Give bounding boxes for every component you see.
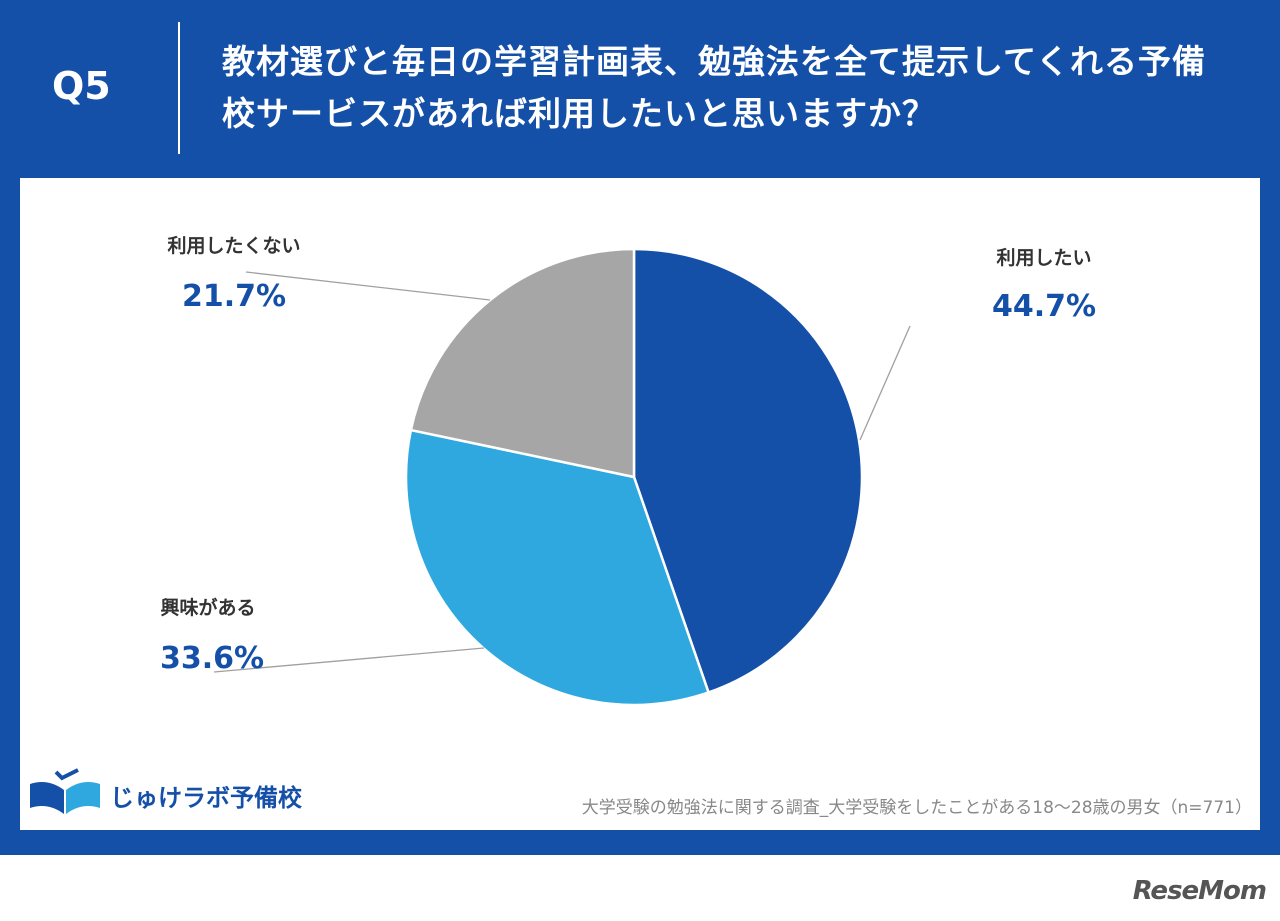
- slice-category-label-3: 利用したくない: [167, 235, 300, 257]
- pie-slice-1: [632, 247, 864, 695]
- question-number: Q5: [52, 64, 111, 108]
- brand-logo-text: じゅけラボ予備校: [110, 784, 302, 812]
- brand-logo: じゅけラボ予備校: [26, 768, 302, 818]
- leader-line-1: [859, 325, 911, 441]
- watermark: ReseMom: [1132, 876, 1267, 906]
- pie-slice-3: [409, 247, 636, 479]
- leader-line-3: [245, 271, 491, 301]
- slice-value-label-3: 21.7%: [182, 279, 286, 314]
- header-divider: [178, 22, 180, 154]
- slice-value-label-2: 33.6%: [160, 641, 264, 676]
- slice-value-label-1: 44.7%: [992, 289, 1096, 324]
- leader-line-2: [213, 647, 485, 673]
- open-book-icon: [30, 768, 100, 814]
- slice-category-label-2: 興味がある: [160, 596, 255, 619]
- source-note: 大学受験の勉強法に関する調査_大学受験をしたことがある18～28歳の男女（n=7…: [581, 798, 1252, 818]
- page-title: 教材選びと毎日の学習計画表、勉強法を全て提示してくれる予備校サービスがあれば利用…: [222, 42, 1207, 133]
- slice-category-label-1: 利用したい: [996, 247, 1091, 269]
